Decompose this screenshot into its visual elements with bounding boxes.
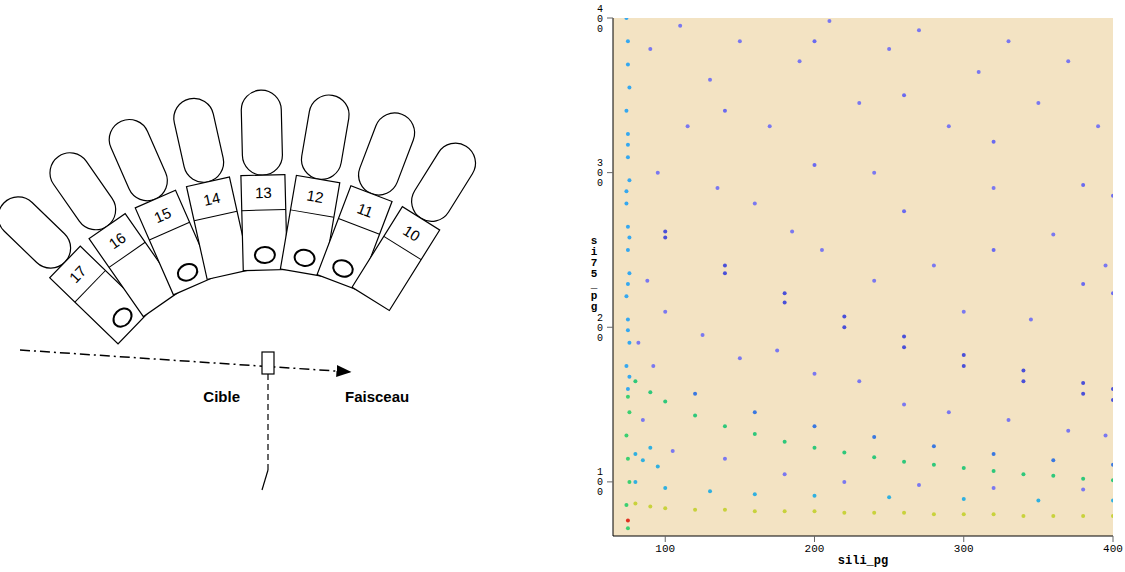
svg-text:Cible: Cible (203, 388, 240, 405)
svg-text:15: 15 (151, 204, 173, 226)
svg-text:400: 400 (1103, 543, 1123, 555)
svg-text:11: 11 (355, 199, 376, 220)
svg-text:400: 400 (597, 4, 603, 35)
svg-text:si75_pg: si75_pg (590, 235, 598, 313)
svg-text:10: 10 (400, 222, 423, 245)
svg-text:16: 16 (105, 229, 128, 252)
svg-text:300: 300 (597, 158, 603, 189)
svg-text:17: 17 (66, 262, 90, 286)
svg-text:100: 100 (597, 467, 603, 498)
svg-text:300: 300 (954, 543, 974, 555)
svg-text:200: 200 (805, 543, 825, 555)
svg-text:200: 200 (597, 313, 603, 344)
svg-text:Faisceau: Faisceau (345, 388, 409, 405)
svg-text:14: 14 (202, 189, 222, 209)
svg-text:12: 12 (305, 187, 324, 207)
svg-text:13: 13 (255, 184, 272, 201)
svg-text:sili_pg: sili_pg (838, 554, 888, 568)
svg-text:100: 100 (655, 543, 675, 555)
